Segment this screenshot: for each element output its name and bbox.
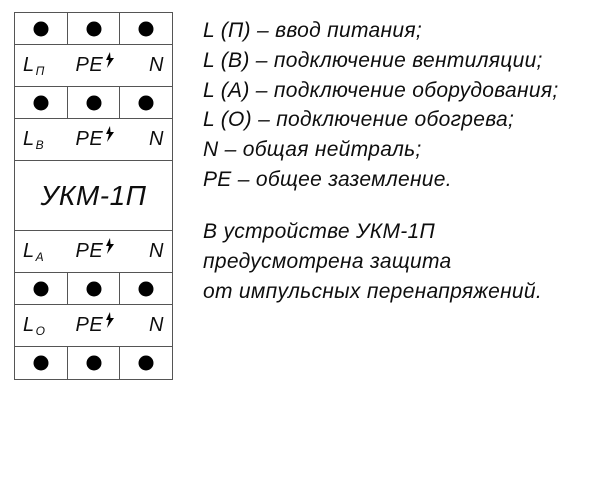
terminal-row-p-bottom xyxy=(15,87,172,119)
terminal-slot xyxy=(120,273,172,304)
label-pe: PE xyxy=(65,54,126,77)
label-l-b: LB xyxy=(21,128,65,151)
terminal-slot xyxy=(120,13,172,44)
terminal-slot xyxy=(68,13,121,44)
terminal-row-a-bottom xyxy=(15,273,172,305)
wiring-diagram: LП PE N LB PE N УКМ-1П xyxy=(14,12,173,380)
terminal-slot xyxy=(15,347,68,379)
legend-note-line: В устройстве УКМ-1П xyxy=(203,217,559,247)
lightning-icon xyxy=(104,52,116,68)
label-pe: PE xyxy=(65,314,126,337)
terminal-slot xyxy=(15,13,68,44)
legend-text: L (П) – ввод питания; L (В) – подключени… xyxy=(203,12,559,306)
terminal-labels-b: LB PE N xyxy=(15,119,172,161)
terminal-slot xyxy=(120,87,172,118)
terminal-labels-a: LA PE N xyxy=(15,231,172,273)
legend-line: PE – общее заземление. xyxy=(203,165,559,195)
label-l-o: LO xyxy=(21,314,65,337)
label-n: N xyxy=(126,240,166,263)
terminal-slot xyxy=(15,273,68,304)
legend-note: В устройстве УКМ-1П предусмотрена защита… xyxy=(203,217,559,306)
label-pe: PE xyxy=(65,128,126,151)
lightning-icon xyxy=(104,312,116,328)
terminal-labels-o: LO PE N xyxy=(15,305,172,347)
terminal-slot xyxy=(68,347,121,379)
lightning-icon xyxy=(104,238,116,254)
label-n: N xyxy=(126,128,166,151)
terminal-slot xyxy=(68,273,121,304)
terminal-slot xyxy=(68,87,121,118)
legend-line: L (П) – ввод питания; xyxy=(203,16,559,46)
legend-line: L (О) – подключение обогрева; xyxy=(203,105,559,135)
label-n: N xyxy=(126,54,166,77)
legend-line: L (В) – подключение вентиляции; xyxy=(203,46,559,76)
label-l-p: LП xyxy=(21,54,65,77)
lightning-icon xyxy=(104,126,116,142)
legend-line: N – общая нейтраль; xyxy=(203,135,559,165)
label-l-a: LA xyxy=(21,240,65,263)
legend-line: L (А) – подключение оборудования; xyxy=(203,76,559,106)
terminal-row-p-top xyxy=(15,13,172,45)
terminal-slot xyxy=(15,87,68,118)
device-title: УКМ-1П xyxy=(15,161,172,231)
terminal-labels-p: LП PE N xyxy=(15,45,172,87)
legend-note-line: от импульсных перенапряжений. xyxy=(203,277,559,307)
terminal-row-o-bottom xyxy=(15,347,172,379)
label-n: N xyxy=(126,314,166,337)
label-pe: PE xyxy=(65,240,126,263)
legend-note-line: предусмотрена защита xyxy=(203,247,559,277)
terminal-slot xyxy=(120,347,172,379)
